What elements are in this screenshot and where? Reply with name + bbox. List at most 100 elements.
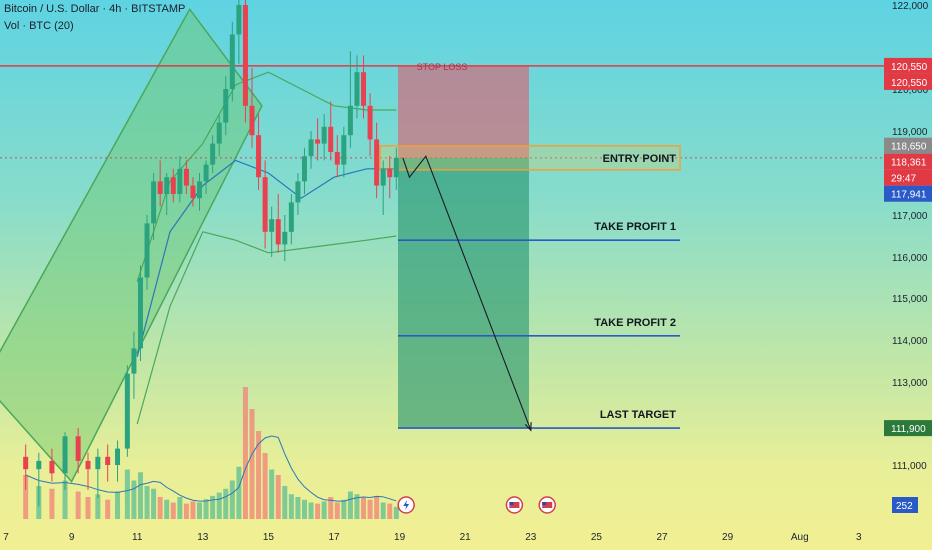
candle-body[interactable] xyxy=(380,168,386,186)
volume-bar xyxy=(170,502,176,519)
x-tick-label: 17 xyxy=(328,532,340,543)
volume-bar xyxy=(131,480,137,519)
candle-body[interactable] xyxy=(144,223,150,278)
candle-body[interactable] xyxy=(328,126,334,152)
forecast-path[interactable] xyxy=(402,155,532,431)
y-tick-label: 114,000 xyxy=(892,336,928,347)
candle-body[interactable] xyxy=(269,219,275,232)
candle-body[interactable] xyxy=(210,143,216,165)
candle-body[interactable] xyxy=(183,168,189,186)
candle-body[interactable] xyxy=(151,181,157,224)
candle-body[interactable] xyxy=(75,436,81,461)
price-tag xyxy=(884,153,932,170)
candle-body[interactable] xyxy=(282,231,288,245)
candle-body[interactable] xyxy=(347,105,353,136)
volume-bar xyxy=(115,491,121,519)
profit-zone[interactable] xyxy=(398,157,529,429)
candle-body[interactable] xyxy=(361,72,367,106)
candle-body[interactable] xyxy=(256,135,262,178)
candle-body[interactable] xyxy=(131,348,137,374)
price-tag-label: 118,650 xyxy=(891,142,927,153)
candle-body[interactable] xyxy=(288,202,294,232)
volume-bar xyxy=(229,480,235,519)
candle-body[interactable] xyxy=(295,181,301,203)
take-profit-2-label: TAKE PROFIT 2 xyxy=(594,317,676,329)
volume-bar xyxy=(275,475,281,519)
candle-body[interactable] xyxy=(242,5,248,106)
candle-body[interactable] xyxy=(229,34,235,89)
candle-body[interactable] xyxy=(387,168,393,178)
volume-bar xyxy=(203,499,209,519)
candle-body[interactable] xyxy=(115,448,121,465)
volume-bar xyxy=(75,491,81,519)
y-tick-label: 111,000 xyxy=(892,461,927,472)
candle-body[interactable] xyxy=(341,135,347,165)
x-tick-label: 11 xyxy=(132,532,143,543)
candle-body[interactable] xyxy=(354,72,360,106)
bollinger-lower xyxy=(136,231,397,425)
flag-stripes xyxy=(509,502,520,508)
volume-bar xyxy=(315,503,321,519)
x-tick-label: 25 xyxy=(591,532,603,543)
candle-body[interactable] xyxy=(197,181,203,199)
candle-body[interactable] xyxy=(85,460,91,470)
candle-body[interactable] xyxy=(223,89,229,123)
candle-body[interactable] xyxy=(49,460,55,474)
candle-body[interactable] xyxy=(177,168,183,194)
x-tick-label: 13 xyxy=(197,532,209,543)
volume-bar xyxy=(361,497,367,519)
volume-bar xyxy=(354,494,360,519)
take-profit-1-label: TAKE PROFIT 1 xyxy=(594,221,676,233)
x-tick-label: 19 xyxy=(394,532,406,543)
candle-body[interactable] xyxy=(164,177,170,194)
candle-body[interactable] xyxy=(170,177,176,194)
volume-bar xyxy=(380,502,386,519)
x-tick-label: 23 xyxy=(525,532,537,543)
forecast-arrowhead xyxy=(524,422,532,432)
candle-body[interactable] xyxy=(393,157,399,178)
candle-body[interactable] xyxy=(36,460,42,470)
candle-body[interactable] xyxy=(321,126,327,144)
y-tick-label: 116,000 xyxy=(892,253,928,264)
candle-body[interactable] xyxy=(23,456,29,470)
volume-bar xyxy=(95,494,101,519)
candle-body[interactable] xyxy=(157,181,163,194)
y-tick-label: 120,000 xyxy=(892,85,929,96)
candle-body[interactable] xyxy=(262,177,268,232)
stop-loss-label: STOP LOSS xyxy=(417,62,468,72)
candle-body[interactable] xyxy=(95,456,101,470)
candle-body[interactable] xyxy=(308,139,314,157)
x-tick-label: 9 xyxy=(69,532,75,543)
stop-loss-zone[interactable] xyxy=(398,65,529,158)
x-tick-label: 15 xyxy=(263,532,275,543)
candle-body[interactable] xyxy=(137,277,143,349)
ascending-channel[interactable] xyxy=(0,7,263,483)
candle-body[interactable] xyxy=(275,219,281,245)
candle-body[interactable] xyxy=(62,436,68,474)
x-tick-label: 27 xyxy=(656,532,668,543)
candle-body[interactable] xyxy=(367,105,373,140)
x-tick-label: 29 xyxy=(722,532,734,543)
candle-body[interactable] xyxy=(374,139,380,186)
candle-body[interactable] xyxy=(105,456,111,465)
candle-body[interactable] xyxy=(203,164,209,182)
volume-bar xyxy=(190,501,196,519)
candle-body[interactable] xyxy=(334,152,340,165)
volume-bar xyxy=(23,475,29,519)
candle-body[interactable] xyxy=(190,185,196,199)
volume-bar xyxy=(288,494,294,519)
candle-body[interactable] xyxy=(301,156,307,182)
candle-body[interactable] xyxy=(124,373,130,449)
candle-body[interactable] xyxy=(216,122,222,144)
volume-bar xyxy=(223,488,229,519)
candle-body[interactable] xyxy=(236,5,242,35)
candle-body[interactable] xyxy=(249,105,255,136)
volume-bar xyxy=(387,503,393,519)
candle-body[interactable] xyxy=(315,139,321,144)
price-tag-label: 29:47 xyxy=(891,174,916,185)
volume-ma-line xyxy=(25,435,397,502)
volume-bar xyxy=(177,497,183,519)
volume-bar xyxy=(210,495,216,519)
